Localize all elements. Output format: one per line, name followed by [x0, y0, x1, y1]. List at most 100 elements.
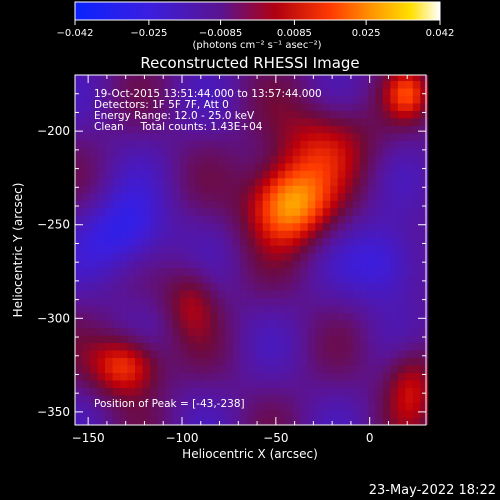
heatmap-cell	[150, 387, 158, 396]
heatmap-cell	[225, 245, 234, 254]
heatmap-cell	[127, 110, 136, 119]
heatmap-cell	[255, 230, 264, 239]
heatmap-cell	[345, 200, 354, 209]
heatmap-cell	[135, 230, 143, 239]
heatmap-cell	[375, 260, 384, 269]
heatmap-cell	[180, 95, 189, 104]
heatmap-cell	[405, 335, 414, 344]
heatmap-cell	[105, 185, 113, 194]
heatmap-cell	[142, 215, 151, 224]
heatmap-cell	[112, 335, 121, 344]
heatmap-cell	[420, 207, 429, 216]
heatmap-cell	[352, 192, 361, 201]
heatmap-cell	[232, 410, 241, 418]
heatmap-cell	[135, 320, 143, 329]
heatmap-cell	[112, 402, 121, 411]
heatmap-cell	[165, 342, 174, 351]
heatmap-cell	[75, 162, 83, 171]
heatmap-cell	[225, 327, 234, 336]
heatmap-cell	[360, 372, 369, 381]
heatmap-cell	[247, 312, 256, 321]
heatmap-cells	[75, 75, 429, 425]
heatmap-cell	[337, 140, 346, 149]
heatmap-cell	[82, 155, 91, 164]
heatmap-cell	[232, 140, 241, 149]
heatmap-cell	[157, 290, 166, 299]
heatmap-cell	[105, 110, 113, 119]
heatmap-cell	[397, 155, 406, 164]
heatmap-cell	[322, 335, 331, 344]
heatmap-cell	[382, 80, 391, 89]
heatmap-cell	[367, 185, 376, 194]
heatmap-cell	[330, 185, 339, 194]
heatmap-cell	[277, 95, 286, 104]
heatmap-cell	[330, 237, 339, 246]
heatmap-cell	[232, 365, 241, 373]
heatmap-cell	[285, 260, 294, 269]
heatmap-cell	[322, 140, 331, 149]
heatmap-cell	[397, 260, 406, 269]
heatmap-cell	[82, 297, 91, 306]
heatmap-cell	[367, 245, 376, 254]
heatmap-cell	[375, 342, 384, 351]
heatmap-cell	[135, 380, 143, 388]
heatmap-cell	[247, 260, 256, 269]
heatmap-cell	[270, 357, 279, 366]
heatmap-cell	[97, 125, 106, 134]
heatmap-cell	[390, 410, 399, 418]
heatmap-cell	[75, 372, 83, 381]
heatmap-cell	[112, 222, 121, 231]
heatmap-cell	[232, 237, 241, 246]
heatmap-cell	[375, 95, 384, 104]
heatmap-cell	[360, 103, 369, 111]
heatmap-cell	[382, 110, 391, 119]
heatmap-cell	[247, 185, 256, 194]
heatmap-cell	[97, 252, 106, 261]
heatmap-cell	[322, 237, 331, 246]
heatmap-cell	[105, 75, 113, 82]
heatmap-cell	[397, 350, 406, 359]
heatmap-cell	[405, 350, 414, 359]
heatmap-cell	[157, 215, 166, 224]
heatmap-cell	[90, 335, 98, 344]
heatmap-cell	[75, 350, 83, 359]
heatmap-cell	[412, 177, 421, 186]
heatmap-cell	[150, 95, 158, 104]
heatmap-cell	[367, 177, 376, 186]
heatmap-cell	[382, 365, 391, 373]
heatmap-cell	[240, 125, 249, 134]
heatmap-cell	[285, 200, 294, 209]
heatmap-cell	[405, 185, 414, 194]
heatmap-cell	[330, 230, 339, 239]
heatmap-cell	[262, 245, 271, 254]
heatmap-cell	[285, 177, 294, 186]
heatmap-cell	[210, 103, 219, 111]
heatmap-cell	[105, 162, 113, 171]
heatmap-cell	[375, 410, 384, 418]
heatmap-cell	[420, 260, 429, 269]
heatmap-cell	[255, 80, 264, 89]
heatmap-cell	[180, 327, 189, 336]
heatmap-cell	[285, 395, 294, 403]
heatmap-cell	[375, 75, 384, 82]
heatmap-cell	[300, 335, 309, 344]
heatmap-cell	[187, 312, 196, 321]
heatmap-cell	[390, 342, 399, 351]
heatmap-cell	[120, 162, 128, 171]
heatmap-cell	[360, 88, 369, 96]
heatmap-cell	[390, 185, 399, 194]
heatmap-cell	[97, 230, 106, 239]
heatmap-cell	[135, 95, 143, 104]
heatmap-cell	[397, 185, 406, 194]
heatmap-cell	[195, 380, 204, 388]
heatmap-cell	[202, 207, 211, 216]
heatmap-cell	[360, 75, 369, 82]
heatmap-cell	[180, 342, 189, 351]
heatmap-cell	[375, 237, 384, 246]
heatmap-cell	[405, 417, 414, 425]
heatmap-cell	[150, 170, 158, 179]
heatmap-cell	[337, 327, 346, 336]
heatmap-cell	[202, 417, 211, 425]
heatmap-cell	[322, 402, 331, 411]
